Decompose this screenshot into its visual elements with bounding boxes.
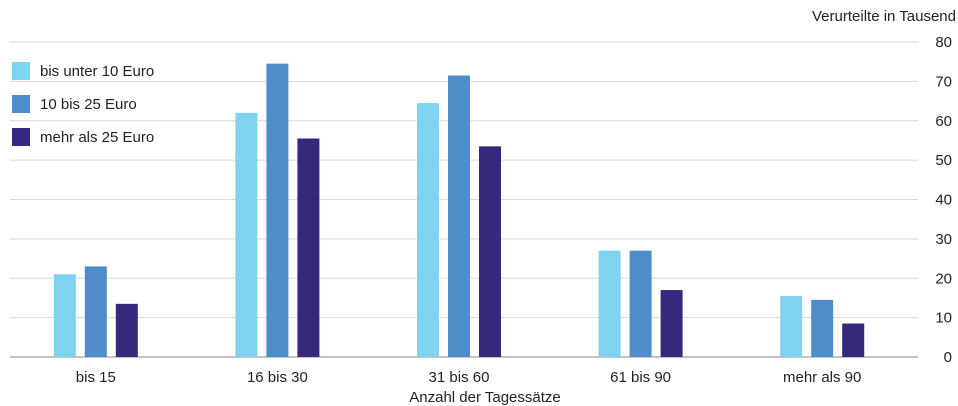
bar [235, 112, 258, 357]
bar [660, 290, 683, 357]
x-axis-title: Anzahl der Tagessätze [409, 389, 561, 406]
y-tick-label: 10 [935, 310, 952, 327]
x-tick-label: 61 bis 90 [610, 369, 671, 386]
bar [297, 138, 320, 357]
x-tick-label: 16 bis 30 [247, 369, 308, 386]
legend-label: mehr als 25 Euro [40, 129, 154, 146]
bars [53, 63, 865, 357]
x-tick-label: bis 15 [76, 369, 116, 386]
bar [448, 75, 470, 357]
bar [811, 299, 834, 357]
legend-label: 10 bis 25 Euro [40, 96, 137, 113]
bar [266, 63, 289, 357]
bar [84, 266, 107, 357]
legend: bis unter 10 Euro 10 bis 25 Euro mehr als … [12, 62, 154, 146]
x-axis-ticks: bis 15 16 bis 30 31 bis 60 61 bis 90 mehr al… [76, 369, 862, 386]
y-tick-label: 60 [935, 113, 952, 130]
x-tick-label: mehr als 90 [783, 369, 861, 386]
y-tick-label: 70 [935, 73, 952, 90]
legend-swatch [12, 95, 30, 113]
bar [842, 323, 865, 357]
y-tick-label: 30 [935, 231, 952, 248]
bar [115, 303, 138, 357]
legend-swatch [12, 128, 30, 146]
y-tick-label: 0 [944, 349, 952, 366]
bar [417, 103, 439, 357]
y-axis-ticks: 0 10 20 30 40 50 60 70 80 [935, 34, 952, 366]
bar [479, 146, 501, 357]
bar [629, 250, 652, 357]
y-tick-label: 80 [935, 34, 952, 51]
y-axis-title: Verurteilte in Tausend [812, 8, 956, 25]
legend-swatch [12, 62, 30, 80]
bar [598, 250, 621, 357]
y-tick-label: 50 [935, 152, 952, 169]
y-tick-label: 20 [935, 270, 952, 287]
y-tick-label: 40 [935, 192, 952, 209]
x-tick-label: 31 bis 60 [429, 369, 490, 386]
legend-label: bis unter 10 Euro [40, 63, 154, 80]
bar [53, 274, 76, 357]
bar [780, 295, 803, 357]
